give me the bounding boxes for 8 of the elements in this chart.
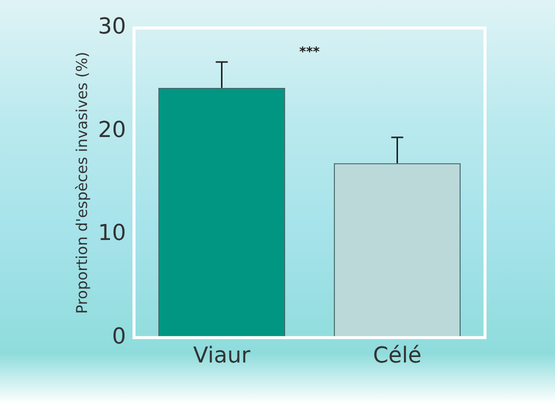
x-tick-label: Viaur	[193, 344, 252, 369]
y-tick-label: 10	[98, 221, 126, 246]
y-tick-label: 30	[98, 14, 126, 40]
y-tick-label: 20	[98, 118, 126, 143]
y-tick-label: 0	[112, 324, 126, 350]
x-tick-label: Célé	[372, 344, 422, 369]
annotation: ***	[299, 45, 320, 60]
y-axis-title: Proportion d'espèces invasives (%)	[72, 52, 91, 314]
